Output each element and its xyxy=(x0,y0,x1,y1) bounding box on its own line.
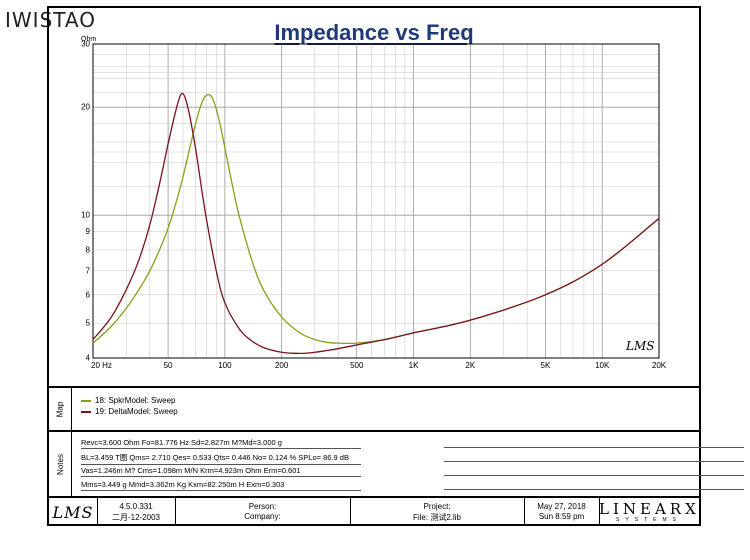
x-tick-label: 20 Hz xyxy=(91,361,112,370)
grid xyxy=(92,43,660,359)
x-tick-label: 50 xyxy=(164,361,173,370)
footer-person-cell: Person: Company: xyxy=(175,498,351,524)
y-tick-label: 5 xyxy=(86,319,91,328)
lms-logo: LMS xyxy=(52,503,94,522)
y-tick-label: 30 xyxy=(81,40,90,49)
map-label: Map xyxy=(49,388,72,430)
y-tick-label: 20 xyxy=(81,103,90,112)
file-label: File: 测试2.lib xyxy=(412,513,461,522)
x-tick-label: 1K xyxy=(409,361,419,370)
x-tick-labels: 20 Hz 50 100 200 500 1K 2K 5K 10K 20K xyxy=(91,361,667,370)
y-tick-label: 4 xyxy=(86,354,91,363)
note-rule xyxy=(444,461,744,462)
series-line-2 xyxy=(92,92,660,355)
chart-title: Impedance vs Freq xyxy=(274,20,474,45)
project-label: Project: xyxy=(423,502,451,511)
version-text: 4.5.0.331 xyxy=(119,502,153,511)
note-line-2: BL=3.459 T圈 Qms= 2.710 Qes= 0.533 Qts= 0… xyxy=(81,452,361,465)
legend-swatch-1 xyxy=(81,399,91,402)
plot-border xyxy=(92,43,660,359)
company-label: Company: xyxy=(244,512,281,521)
note-line-1: Revc=3.600 Ohm Fo=81.776 Hz Sd=2.827m M?… xyxy=(81,438,361,449)
footer: LMS 4.5.0.331 二月-12-2003 Person: Company… xyxy=(47,496,701,526)
y-tick-label: 8 xyxy=(86,245,91,254)
legend-item-1: 18: SpkrModel: Sweep xyxy=(81,396,176,405)
x-tick-label: 20K xyxy=(652,361,667,370)
notes-label: Notes xyxy=(49,432,72,496)
linearx-logo: LINEARX xyxy=(599,500,700,518)
y-tick-label: 7 xyxy=(86,266,91,275)
legend-swatch-2 xyxy=(81,410,91,413)
y-tick-label: 10 xyxy=(81,211,90,220)
y-tick-labels: 30 20 10 9 8 7 6 5 4 xyxy=(81,40,90,363)
person-label: Person: xyxy=(248,502,277,511)
note-line-4: Mms=3.449 g Mmd=3.362m Kg Kxm=82.250m H … xyxy=(81,480,361,491)
y-tick-label: 6 xyxy=(86,290,91,299)
map-section: Map 18: SpkrModel: Sweep 19: DeltaModel:… xyxy=(47,386,701,430)
footer-date-cell: May 27, 2018 Sun 8:59 pm xyxy=(524,498,600,524)
x-tick-label: 100 xyxy=(218,361,232,370)
linearx-sub: SYSTEMS xyxy=(616,517,682,523)
x-tick-label: 10K xyxy=(595,361,610,370)
note-rule xyxy=(444,475,744,476)
brand-watermark: IWISTAO xyxy=(5,8,97,32)
y-tick-label: 9 xyxy=(86,227,91,236)
x-tick-label: 2K xyxy=(465,361,475,370)
legend-text-1: 18: SpkrModel: Sweep xyxy=(95,396,176,405)
note-rule xyxy=(444,447,744,448)
x-tick-label: 200 xyxy=(275,361,289,370)
time-text: Sun 8:59 pm xyxy=(538,512,585,521)
legend-text-2: 19: DeltaModel: Sweep xyxy=(95,407,178,416)
old-date-text: 二月-12-2003 xyxy=(111,513,161,522)
notes-section: Notes Revc=3.600 Ohm Fo=81.776 Hz Sd=2.8… xyxy=(47,430,744,496)
x-tick-label: 500 xyxy=(350,361,364,370)
legend-item-2: 19: DeltaModel: Sweep xyxy=(81,407,178,416)
x-tick-label: 5K xyxy=(541,361,551,370)
series-line-1 xyxy=(92,93,660,345)
footer-logo-cell: LMS xyxy=(49,498,98,524)
series-lines xyxy=(92,92,660,355)
note-rule xyxy=(444,489,744,490)
lms-annotation: LMS xyxy=(625,339,654,353)
date-text: May 27, 2018 xyxy=(537,502,586,511)
note-line-3: Vas=1.246m M? Cms=1.098m M/N Krm=4.923m … xyxy=(81,466,361,477)
footer-project-cell: Project: File: 测试2.lib xyxy=(350,498,525,524)
footer-version-cell: 4.5.0.331 二月-12-2003 xyxy=(97,498,176,524)
y-axis-label: Ohm xyxy=(81,36,96,43)
footer-brand-cell: LINEARX SYSTEMS xyxy=(599,498,699,524)
